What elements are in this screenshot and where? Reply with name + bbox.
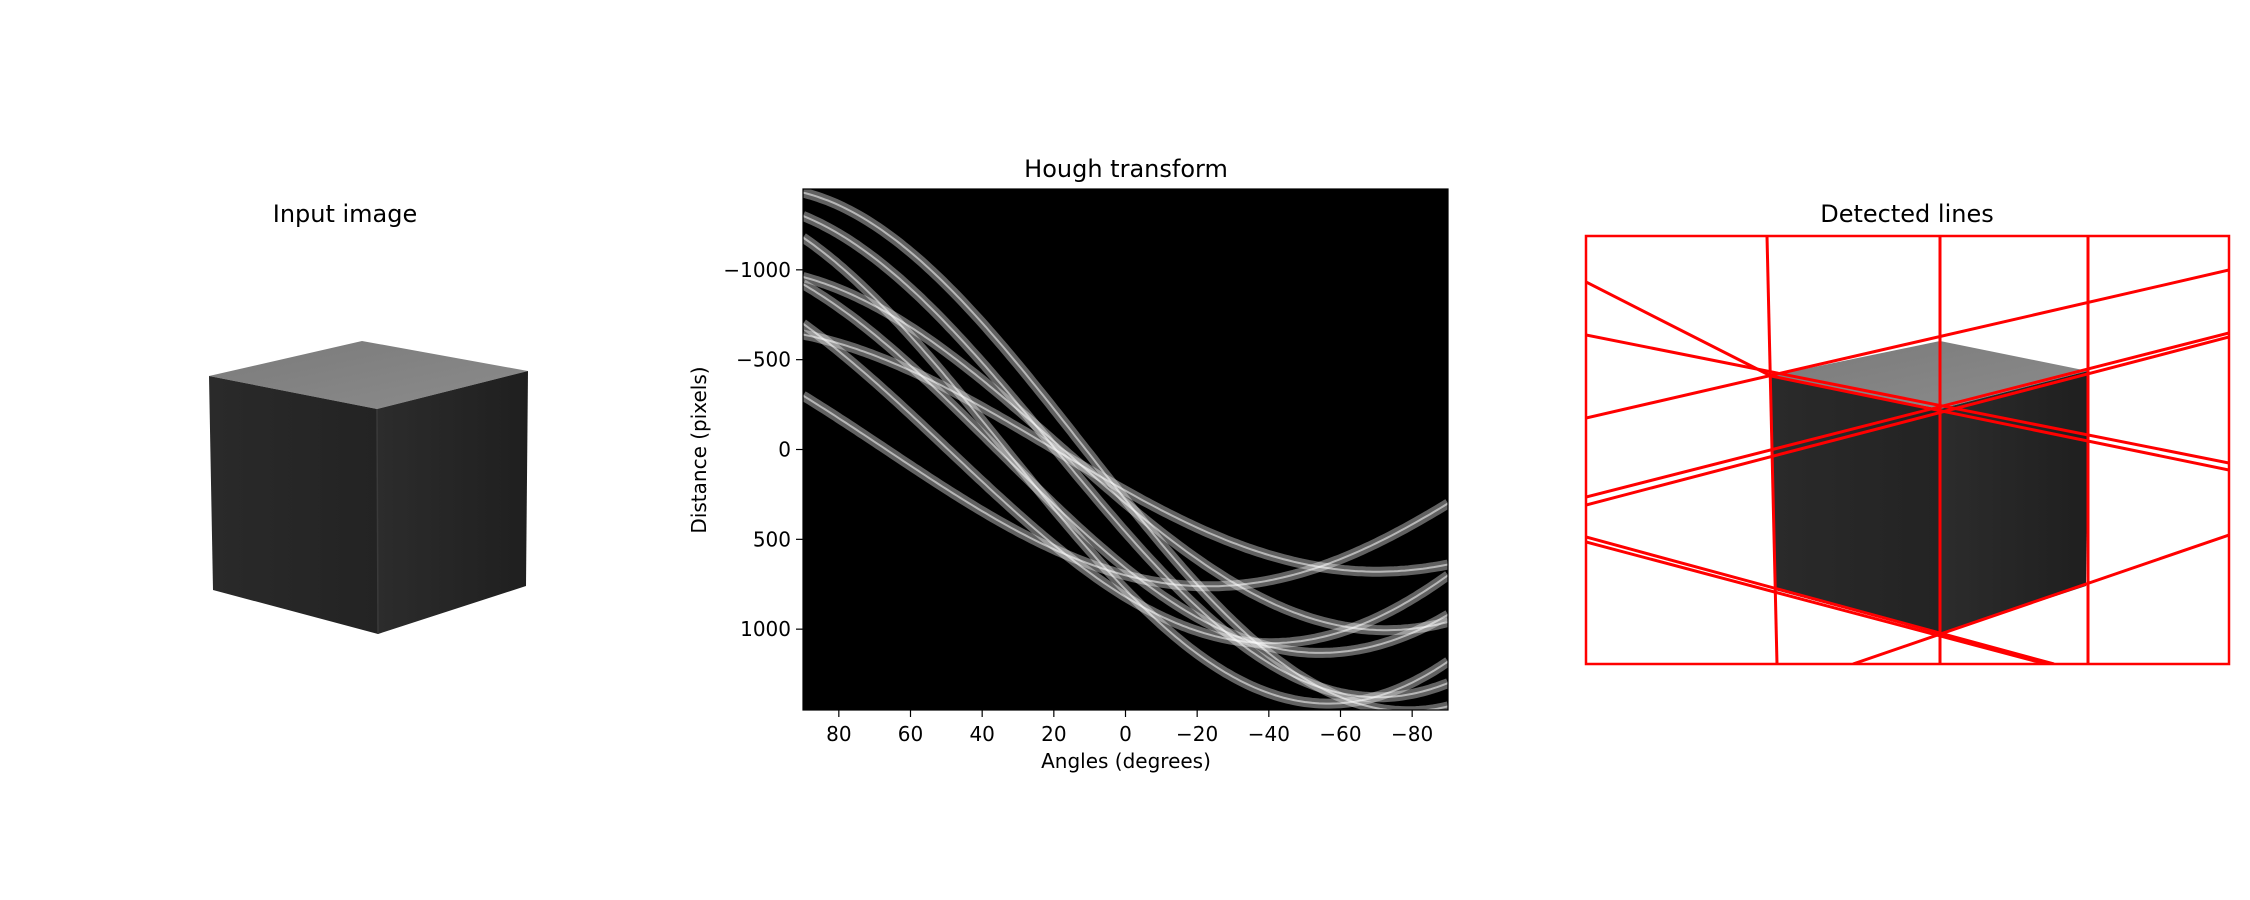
- detected-lines-panel: Detected lines: [1584, 200, 2231, 666]
- hough-y-ticks: −1000 −500 0 500 1000: [723, 258, 803, 641]
- detected-line: [1770, 374, 2229, 472]
- hough-title: Hough transform: [1024, 155, 1228, 183]
- hough-x-tick-label: 40: [969, 722, 994, 746]
- hough-x-tick-label: −80: [1391, 722, 1433, 746]
- detected-cube-right-face: [1940, 371, 2088, 634]
- hough-x-tick-label: 0: [1119, 722, 1132, 746]
- hough-curve-core: [803, 394, 1448, 588]
- hough-x-tick-label: −40: [1248, 722, 1290, 746]
- hough-x-tick-label: 20: [1041, 722, 1066, 746]
- hough-curve-core: [803, 236, 1448, 705]
- detected-image: [1586, 236, 2229, 664]
- hough-curves: [803, 189, 1448, 710]
- detected-line: [1586, 540, 2047, 664]
- hough-x-axis-label: Angles (degrees): [1041, 749, 1211, 773]
- hough-x-tick-label: −60: [1319, 722, 1361, 746]
- detected-lines-title: Detected lines: [1820, 200, 1993, 228]
- hough-y-tick-label: 1000: [740, 617, 791, 641]
- hough-x-tick-label: 80: [826, 722, 851, 746]
- hough-curve-core: [803, 276, 1448, 632]
- cube-left-face: [209, 376, 378, 634]
- hough-curve-core: [803, 214, 1448, 699]
- hough-curve-core: [803, 322, 1448, 645]
- cube-right-face: [377, 371, 528, 634]
- hough-y-axis-label: Distance (pixels): [687, 366, 711, 533]
- detected-line: [1586, 535, 2055, 664]
- hough-x-tick-label: −20: [1176, 722, 1218, 746]
- hough-y-tick-label: 500: [753, 527, 791, 551]
- hough-curve-core: [803, 333, 1448, 573]
- input-image-panel: Input image: [209, 200, 528, 635]
- hough-accumulator-background: [803, 189, 1448, 710]
- hough-x-tick-label: 60: [898, 722, 923, 746]
- detected-image-frame: [1584, 234, 2231, 666]
- hough-panel: Hough transform 80 60 40 20 0 −20 −40 −60 −80 −1…: [687, 155, 1449, 773]
- hough-x-ticks: 80 60 40 20 0 −20 −40 −60 −80: [826, 710, 1433, 746]
- detected-line: [1586, 268, 2229, 420]
- hough-y-tick-label: −500: [736, 348, 791, 372]
- detected-line: [1586, 280, 1772, 378]
- detected-line: [1586, 335, 2229, 507]
- cube-top-face: [209, 341, 528, 409]
- input-image-title: Input image: [273, 200, 418, 228]
- detected-line: [1852, 533, 2229, 664]
- detected-line: [1586, 333, 2229, 465]
- input-cube-image: [209, 341, 528, 635]
- hough-y-tick-label: 0: [778, 438, 791, 462]
- detected-line: [1586, 331, 2229, 499]
- hough-y-tick-label: −1000: [723, 258, 791, 282]
- hough-curve-core: [803, 283, 1448, 654]
- detected-cube-top-face: [1771, 341, 2088, 409]
- detected-red-lines: [1586, 236, 2229, 664]
- detected-line: [1765, 236, 1779, 664]
- hough-curve-core: [803, 191, 1448, 710]
- cube-edge: [376, 408, 379, 635]
